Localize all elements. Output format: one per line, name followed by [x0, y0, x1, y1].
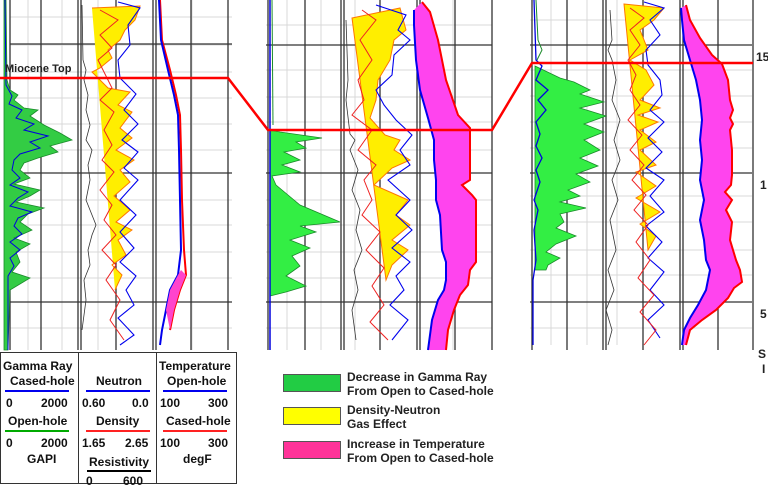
density-label: Density [96, 414, 140, 428]
temperature-title: Temperature [159, 359, 231, 373]
miocene-top-line [0, 61, 753, 132]
gamma-cased-line [5, 390, 69, 392]
green-swatch [283, 374, 341, 392]
temp-open-label: Open-hole [167, 374, 227, 388]
gamma-open-line [5, 430, 69, 432]
depth-label: 15 [756, 50, 768, 64]
resistivity-label: Resistivity [89, 455, 150, 469]
yellow-swatch [283, 407, 341, 425]
gamma-title: Gamma Ray [3, 359, 73, 373]
depth-label: 5 [760, 307, 767, 321]
resistivity-line [87, 470, 151, 472]
temp-unit: degF [183, 452, 212, 466]
temp-cased-line [163, 430, 227, 432]
gamma-ray-legend: Gamma Ray Cased-hole 0 2000 Open-hole 0 … [0, 352, 79, 484]
well-3 [530, 0, 754, 350]
temp-open-line [163, 390, 227, 392]
gamma-unit: GAPI [27, 452, 57, 466]
neutron-label: Neutron [96, 374, 142, 388]
density-line [86, 430, 150, 432]
miocene-top-label: Miocene Top [5, 63, 72, 75]
well-2 [266, 0, 493, 351]
well-1 [3, 0, 232, 351]
depth-label: 1 [760, 178, 767, 192]
temp-cased-label: Cased-hole [166, 414, 231, 428]
temperature-legend: Temperature Open-hole 100 300 Cased-hole… [156, 352, 237, 484]
gamma-open-label: Open-hole [8, 414, 68, 428]
porosity-legend: Neutron 0.60 0.0 Density 1.65 2.65 Resis… [78, 352, 157, 488]
gamma-cased-label: Cased-hole [10, 374, 75, 388]
pink-swatch [283, 441, 341, 459]
well-log-panels [0, 0, 754, 351]
neutron-line [86, 390, 150, 392]
depth-label: I [762, 362, 766, 376]
depth-label: S [758, 347, 767, 361]
